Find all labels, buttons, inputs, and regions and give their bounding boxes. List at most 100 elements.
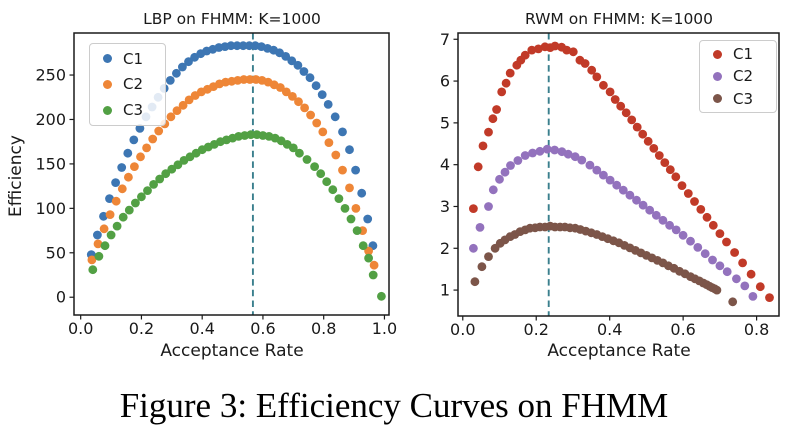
scatter-point [728, 297, 738, 307]
legend-entry-C2: C2 [90, 75, 165, 93]
scatter-point [700, 249, 710, 259]
scatter-point [340, 204, 350, 213]
scatter-point [137, 192, 146, 202]
scatter-point [765, 293, 774, 302]
scatter-point [161, 169, 171, 179]
scatter-point [322, 177, 332, 187]
scatter-point [178, 100, 188, 110]
scatter-point [288, 143, 298, 153]
scatter-point [129, 135, 139, 145]
y-tick-label: 7 [440, 30, 450, 49]
scatter-point [124, 205, 134, 215]
scatter-point [592, 72, 602, 82]
scatter-point [562, 45, 572, 55]
scatter-point [658, 215, 668, 225]
x-axis-label-rwm: Acceptance Rate [547, 341, 691, 361]
scatter-point [621, 108, 631, 118]
legend-label: C1 [733, 45, 754, 64]
scatter-point [99, 211, 108, 221]
scatter-point [638, 129, 648, 139]
scatter-point [302, 155, 312, 164]
scatter-point [123, 148, 133, 158]
scatter-point [239, 75, 249, 84]
scatter-point [671, 172, 681, 182]
scatter-point [358, 241, 368, 251]
x-tick-label: 0.0 [450, 320, 475, 339]
scatter-point [131, 198, 140, 208]
scatter-point [324, 138, 334, 148]
scatter-point [166, 112, 176, 122]
legend-label: C1 [123, 49, 144, 68]
x-tick-label: 0.4 [597, 320, 622, 339]
legend-label: C2 [123, 75, 144, 94]
scatter-point [610, 95, 620, 104]
series-C3-points-lbp [88, 130, 386, 301]
y-tick-label: 6 [440, 72, 450, 91]
legend-label: C3 [123, 101, 144, 120]
scatter-point [605, 87, 615, 97]
legend-entry-C2: C2 [700, 67, 776, 85]
legend-marker-dot [713, 49, 722, 59]
y-tick-label: 250 [35, 66, 66, 85]
x-tick-label: 0.8 [744, 320, 769, 339]
x-tick-label: 0.6 [250, 319, 275, 338]
scatter-point [708, 255, 717, 265]
scatter-point [331, 150, 341, 160]
scatter-point [738, 258, 747, 268]
scatter-point [136, 152, 145, 162]
scatter-point [645, 205, 655, 215]
scatter-point [488, 114, 498, 124]
y-tick-label: 0 [56, 288, 66, 307]
legend-label: C3 [733, 89, 754, 108]
scatter-point [643, 136, 653, 146]
ticks-lbp: 0.0 0.2 0.4 0.6 0.8 1.0 0 50 100 150 200 250 [35, 66, 397, 338]
scatter-point [570, 152, 580, 162]
scatter-point [345, 145, 354, 155]
scatter-point [232, 41, 242, 51]
legend-entry-C1: C1 [90, 50, 165, 68]
scatter-point [357, 188, 367, 198]
scatter-point [722, 267, 732, 277]
scatter-point [678, 230, 688, 240]
scatter-point [299, 67, 309, 76]
x-tick-label: 0.6 [670, 320, 695, 339]
scatter-point [506, 161, 515, 170]
series-C3-points-rwm [470, 221, 738, 307]
legend-entry-C3: C3 [700, 90, 776, 108]
scatter-point [702, 212, 712, 222]
scatter-point [87, 255, 97, 265]
scatter-point [184, 57, 193, 67]
scatter-point [542, 144, 552, 154]
scatter-point [520, 151, 530, 160]
scatter-point [492, 105, 501, 114]
scatter-point [535, 146, 545, 156]
y-tick-label: 2 [440, 239, 450, 258]
scatter-point [651, 210, 661, 220]
scatter-point [495, 174, 504, 184]
legend-lbp: C1 C2 C3 [89, 43, 166, 126]
scatter-point [693, 243, 703, 252]
legend-marker-dot [713, 71, 722, 81]
scatter-point [592, 165, 602, 175]
scatter-point [755, 282, 765, 292]
scatter-point [346, 214, 356, 224]
scatter-point [117, 163, 127, 172]
scatter-point [287, 56, 297, 66]
plot-frame-rwm [457, 32, 780, 317]
scatter-point [730, 248, 739, 257]
scatter-point [300, 103, 309, 113]
scatter-point [306, 110, 315, 120]
scatter-point [310, 162, 319, 172]
scatter-point [696, 205, 706, 214]
scatter-point [484, 127, 493, 137]
scatter-point [484, 252, 493, 261]
legend-entry-C3: C3 [90, 101, 165, 119]
scatter-point [625, 190, 635, 200]
scatter-point [94, 251, 104, 261]
scatter-point [477, 262, 487, 272]
scatter-point [550, 145, 559, 155]
scatter-point [599, 80, 608, 90]
scatter-point [649, 144, 659, 153]
